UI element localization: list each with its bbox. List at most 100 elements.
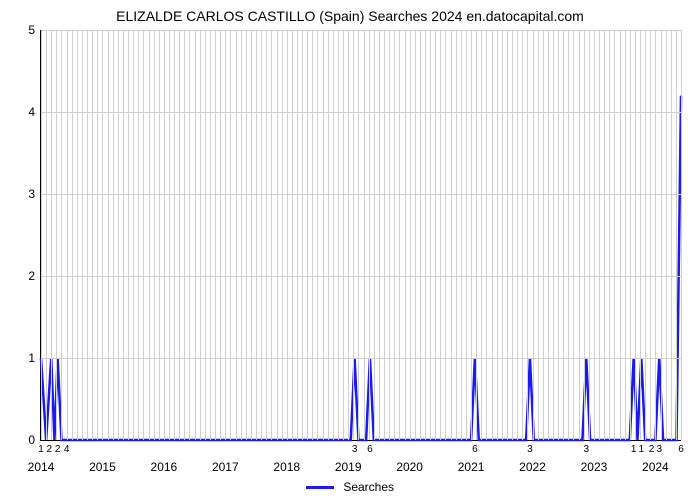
gridline-v (548, 30, 549, 440)
gridline-v (650, 30, 651, 440)
gridline-v (620, 30, 621, 440)
data-value-label: 6 (367, 444, 373, 455)
gridline-v (256, 30, 257, 440)
gridline-v (568, 30, 569, 440)
gridline-v (189, 30, 190, 440)
gridline-v (82, 30, 83, 440)
gridline-v (379, 30, 380, 440)
gridline-v (287, 30, 288, 440)
gridline-v (97, 30, 98, 440)
gridline-v (179, 30, 180, 440)
gridline-v (297, 30, 298, 440)
gridline-v (435, 30, 436, 440)
gridline-v (604, 30, 605, 440)
legend-swatch (306, 486, 334, 489)
gridline-v (630, 30, 631, 440)
xtick-label: 2023 (581, 460, 608, 474)
xtick-label: 2015 (89, 460, 116, 474)
gridline-v (451, 30, 452, 440)
gridline-v (215, 30, 216, 440)
gridline-v (492, 30, 493, 440)
chart-container: ELIZALDE CARLOS CASTILLO (Spain) Searche… (0, 0, 700, 500)
gridline-v (625, 30, 626, 440)
gridline-v (210, 30, 211, 440)
gridline-v (41, 30, 42, 440)
gridline-v (671, 30, 672, 440)
gridline-v (497, 30, 498, 440)
gridline-v (364, 30, 365, 440)
gridline-v (312, 30, 313, 440)
gridline-v (538, 30, 539, 440)
legend-label: Searches (343, 480, 394, 494)
gridline-v (558, 30, 559, 440)
data-value-label: 2 (55, 444, 61, 455)
gridline-v (374, 30, 375, 440)
gridline-v (348, 30, 349, 440)
gridline-v (92, 30, 93, 440)
gridline-v (481, 30, 482, 440)
gridline-v (389, 30, 390, 440)
gridline-v (323, 30, 324, 440)
gridline-v (72, 30, 73, 440)
gridline-v (563, 30, 564, 440)
gridline-v (589, 30, 590, 440)
gridline-v (277, 30, 278, 440)
gridline-v (200, 30, 201, 440)
gridline-v (302, 30, 303, 440)
xtick-label: 2014 (28, 460, 55, 474)
gridline-v (425, 30, 426, 440)
gridline-h (41, 112, 681, 113)
data-value-label: 1 (631, 444, 637, 455)
gridline-v (246, 30, 247, 440)
gridline-v (77, 30, 78, 440)
gridline-v (681, 30, 682, 440)
gridline-v (225, 30, 226, 440)
gridline-v (328, 30, 329, 440)
gridline-v (405, 30, 406, 440)
xtick-label: 2016 (151, 460, 178, 474)
gridline-v (533, 30, 534, 440)
xtick-label: 2020 (396, 460, 423, 474)
gridline-v (164, 30, 165, 440)
gridline-v (333, 30, 334, 440)
data-value-label: 3 (527, 444, 533, 455)
gridline-v (369, 30, 370, 440)
gridline-v (230, 30, 231, 440)
gridline-v (543, 30, 544, 440)
gridline-h (41, 30, 681, 31)
gridline-v (645, 30, 646, 440)
gridline-v (384, 30, 385, 440)
gridline-v (118, 30, 119, 440)
data-value-label: 1 (38, 444, 44, 455)
gridline-v (358, 30, 359, 440)
gridline-v (609, 30, 610, 440)
gridline-v (507, 30, 508, 440)
gridline-v (599, 30, 600, 440)
gridline-v (517, 30, 518, 440)
gridline-h (41, 276, 681, 277)
data-value-label: 6 (678, 444, 684, 455)
gridline-h (41, 358, 681, 359)
gridline-v (343, 30, 344, 440)
gridline-v (430, 30, 431, 440)
gridline-v (584, 30, 585, 440)
gridline-v (220, 30, 221, 440)
gridline-v (394, 30, 395, 440)
gridline-v (522, 30, 523, 440)
gridline-v (133, 30, 134, 440)
gridline-v (486, 30, 487, 440)
legend: Searches (0, 480, 700, 494)
gridline-v (102, 30, 103, 440)
gridline-v (614, 30, 615, 440)
ytick-label: 2 (28, 269, 35, 283)
gridline-v (415, 30, 416, 440)
gridline-v (149, 30, 150, 440)
gridline-v (445, 30, 446, 440)
gridline-v (108, 30, 109, 440)
gridline-v (143, 30, 144, 440)
ytick-label: 5 (28, 23, 35, 37)
gridline-v (46, 30, 47, 440)
gridline-v (56, 30, 57, 440)
xtick-label: 2021 (458, 460, 485, 474)
gridline-v (635, 30, 636, 440)
